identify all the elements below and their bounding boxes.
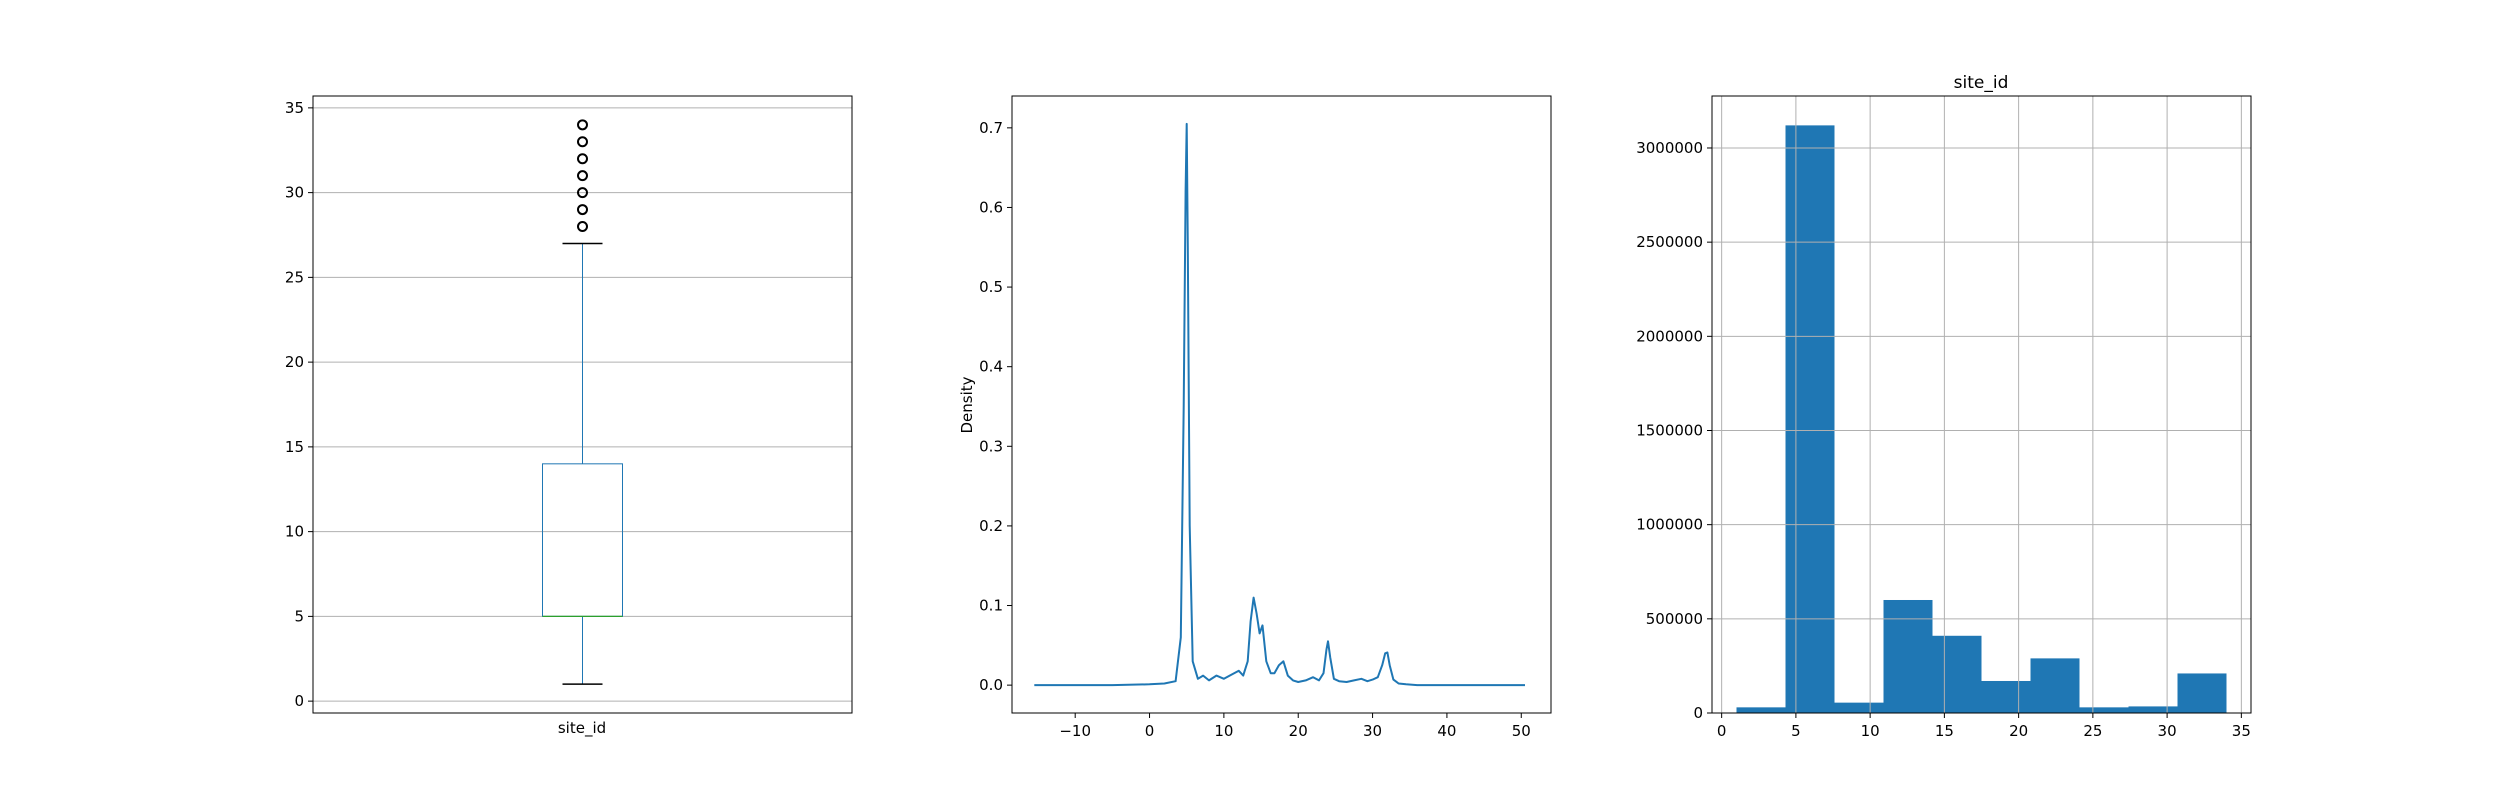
histogram-bar (1883, 599, 1933, 713)
density-plot-x-ticks: −10 0 10 20 30 40 50 (1059, 713, 1531, 740)
density-plot-panel: −10 0 10 20 30 40 50 0.00.10.20.30.40.50.60.7 … (958, 95, 1552, 740)
density-plot-y-axis-label: Density (958, 376, 976, 433)
density-y-tick-label: 0.3 (979, 437, 1003, 455)
density-y-tick-label: 0.1 (979, 597, 1003, 615)
density-y-tick-label: 0.5 (979, 278, 1003, 296)
histogram-y-tick-label: 2500000 (1636, 233, 1703, 251)
density-x-tick-label: 20 (1289, 722, 1308, 740)
box-plot-y-tick-label: 10 (285, 523, 304, 541)
histogram-x-tick-label: 25 (2083, 722, 2102, 740)
density-plot-line (1034, 122, 1525, 687)
density-y-tick-label: 0.0 (979, 676, 1003, 694)
density-plot-y-ticks: 0.0 0.1 0.2 0.3 0.4 0.5 0.6 0.7 (979, 119, 1012, 694)
histogram-grid (1712, 96, 2251, 714)
density-y-tick-label: 0.2 (979, 517, 1003, 535)
box-plot-y-tick-label: 35 (285, 99, 304, 117)
histogram-x-tick-label: 15 (1935, 722, 1954, 740)
box-plot-y-tick-label: 20 (285, 353, 304, 371)
box-plot-y-tick-label: 30 (285, 184, 304, 202)
histogram-x-tick-label: 0 (1717, 722, 1727, 740)
box-plot-outlier (577, 187, 588, 199)
density-x-tick-label: 10 (1214, 722, 1233, 740)
density-y-tick-label: 0.6 (979, 198, 1003, 216)
histogram-bar (2177, 673, 2227, 713)
density-x-tick-label: 0 (1145, 722, 1155, 740)
histogram-x-tick-label: 35 (2232, 722, 2251, 740)
histogram-bar (2079, 707, 2129, 713)
histogram-bar (1981, 680, 2031, 713)
density-line (1034, 122, 1525, 687)
histogram-bar (1932, 635, 1982, 713)
box-plot-y-tick-label: 5 (294, 607, 304, 625)
histogram-bar (2128, 706, 2178, 713)
density-x-tick-label: 40 (1437, 722, 1456, 740)
box-plot-y-tick-label: 25 (285, 268, 304, 286)
box-plot-outlier (577, 136, 588, 148)
histogram-frame (1711, 95, 2252, 714)
box-plot-outlier (577, 153, 588, 165)
histogram-x-tick-label: 20 (2009, 722, 2028, 740)
histogram-bar (1736, 707, 1786, 713)
density-x-tick-label: 30 (1363, 722, 1382, 740)
histogram-x-tick-label: 10 (1861, 722, 1880, 740)
box-plot-outlier (577, 221, 588, 233)
density-y-tick-label: 0.7 (979, 119, 1003, 137)
histogram-x-tick-label: 5 (1791, 722, 1801, 740)
histogram-title: site_id (1954, 73, 2009, 93)
density-y-tick-label: 0.4 (979, 358, 1003, 376)
histogram-panel: site_id 0 5 10 15 20 25 30 35 0 500000 1000000 150… (1636, 73, 2252, 740)
box-plot-frame (312, 95, 853, 714)
density-plot-frame (1011, 95, 1552, 714)
box-plot-x-tick-label: site_id (558, 719, 606, 738)
box-plot-y-tick-label: 15 (285, 438, 304, 456)
histogram-bar (2030, 658, 2080, 713)
histogram-y-tick-label: 0 (1693, 704, 1703, 722)
histogram-y-tick-label: 1000000 (1636, 516, 1703, 534)
box-plot-outlier (577, 119, 588, 131)
histogram-y-tick-label: 2000000 (1636, 327, 1703, 345)
histogram-x-ticks: 0 5 10 15 20 25 30 35 (1717, 713, 2251, 740)
box-plot-outlier (577, 170, 588, 182)
box-plot-marks (542, 119, 623, 685)
density-x-tick-label: −10 (1059, 722, 1091, 740)
box-plot-y-ticks: 0 5 10 15 20 25 30 35 (285, 99, 313, 710)
histogram-y-ticks: 0 500000 1000000 1500000 2000000 2500000 30000… (1636, 139, 1712, 722)
density-x-tick-label: 50 (1512, 722, 1531, 740)
histogram-bar (1834, 702, 1884, 713)
histogram-bar (1785, 125, 1835, 713)
histogram-x-tick-label: 30 (2158, 722, 2177, 740)
box-plot-panel: 0 5 10 15 20 25 30 35 site_id (285, 95, 853, 738)
box-plot-y-tick-label: 0 (294, 692, 304, 710)
histogram-y-tick-label: 3000000 (1636, 139, 1703, 157)
histogram-y-tick-label: 1500000 (1636, 421, 1703, 439)
histogram-y-tick-label: 500000 (1646, 610, 1703, 628)
box-plot-outlier (577, 204, 588, 216)
